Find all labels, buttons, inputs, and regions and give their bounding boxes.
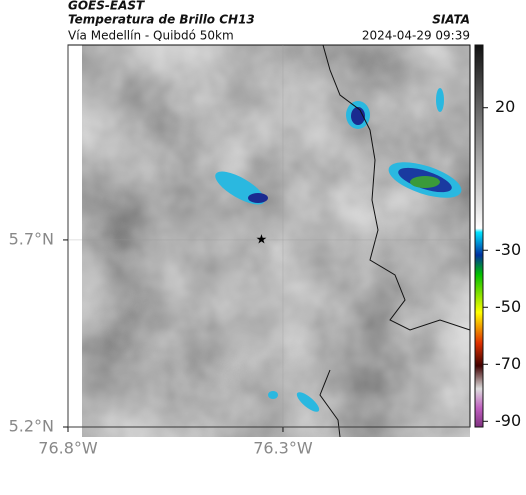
cloud-cold [268,391,278,399]
brand: SIATA [432,13,470,27]
colorbar [474,44,484,428]
location-marker: ★ [256,232,268,247]
cloud-cold [351,107,365,125]
colorbar-tick-label: -50 [495,297,521,316]
x-tick-label: 76.3°W [253,439,313,458]
timestamp: 2024-04-29 09:39 [362,29,470,43]
y-tick-label: 5.2°N [9,417,54,436]
cloud-cold [296,392,320,412]
subtitle: Vía Medellín - Quibdó 50km [68,29,234,43]
cloud-cold [410,176,440,188]
cloud-cold [248,193,268,203]
x-tick-label: 76.8°W [38,439,98,458]
source: GOES-EAST [68,0,145,13]
colorbar-tick-label: -30 [495,240,521,259]
colorbar-tick-label: -70 [495,354,521,373]
border-line [319,44,471,438]
colorbar-tick-label: 20 [495,97,515,116]
cloud-cold [436,88,444,112]
title: Temperatura de Brillo CH13 [68,13,255,27]
y-tick-label: 5.7°N [9,229,54,248]
satellite-image [82,44,471,438]
cloud-field [82,45,470,437]
colorbar-tick-label: -90 [495,411,521,430]
